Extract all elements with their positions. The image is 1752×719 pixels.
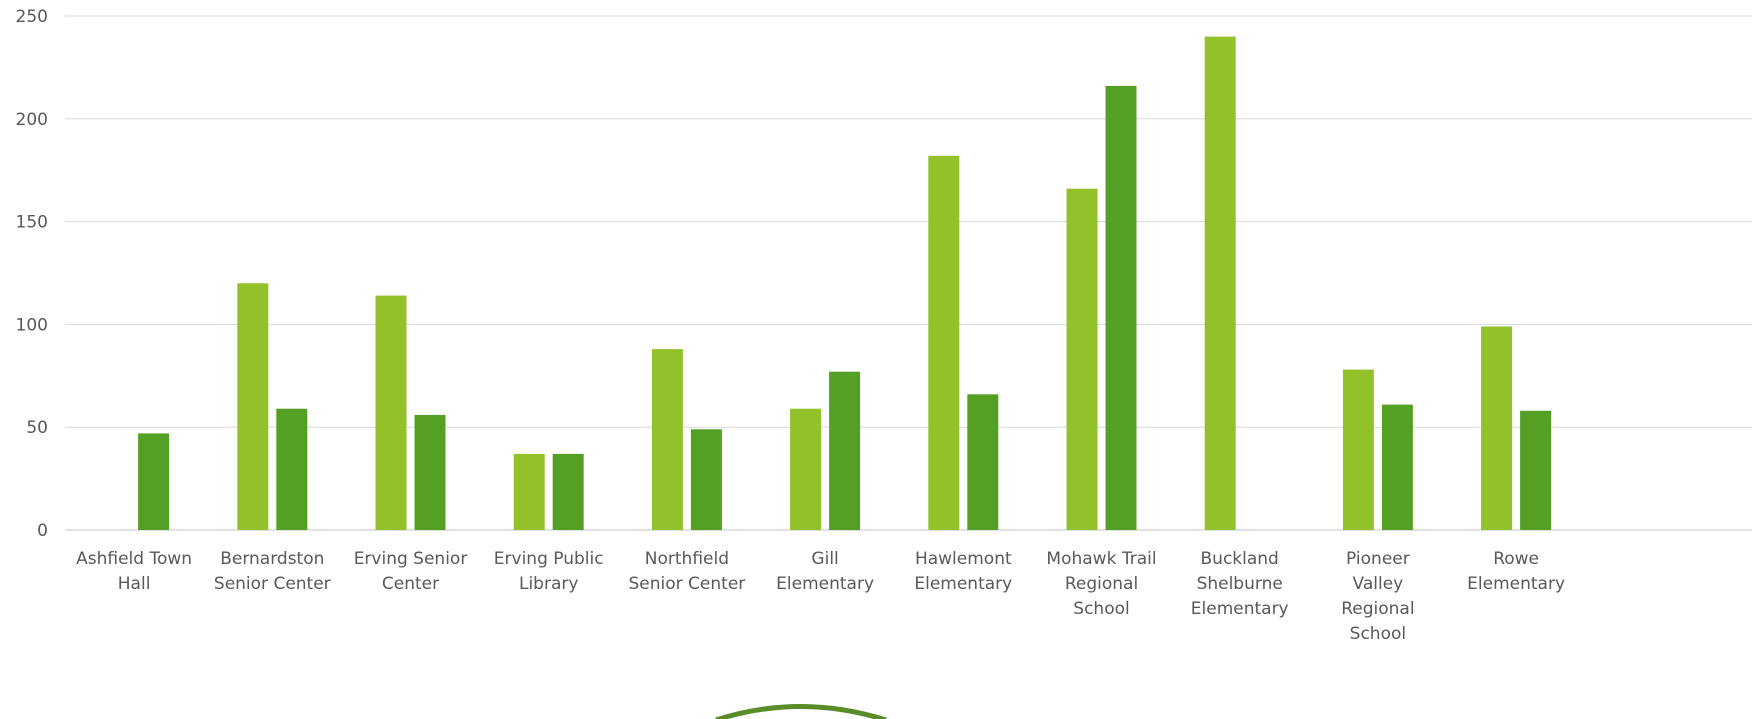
bar-series-1 [1481, 326, 1513, 530]
x-tick-label: Rowe Elementary [1467, 549, 1565, 594]
x-tick-label-line: Rowe [1493, 549, 1539, 569]
bar-series-1 [1204, 36, 1236, 530]
x-tick-label-line: Buckland [1201, 549, 1279, 569]
bar-series-2 [1105, 85, 1137, 531]
bar-series-1 [1066, 188, 1098, 530]
x-tick-label: Erving Senior Center [354, 549, 468, 594]
x-tick-label-line: Elementary [776, 574, 874, 594]
x-tick-label-line: Mohawk Trail [1046, 549, 1156, 569]
x-tick-label-line: Ashfield Town [76, 549, 192, 569]
bar-series-1 [928, 155, 960, 531]
x-tick-label-line: Library [519, 574, 578, 594]
x-tick-label-line: Senior Center [214, 574, 331, 594]
x-tick-label-line: Elementary [1191, 599, 1289, 619]
decorative-arc [715, 704, 887, 719]
x-tick-label-line: Regional [1341, 599, 1414, 619]
bar-series-1 [237, 283, 269, 530]
y-tick-label: 150 [16, 213, 48, 233]
bar-series-1 [790, 408, 822, 530]
y-tick-label: 100 [16, 315, 48, 335]
bar-series-1 [1342, 369, 1374, 530]
bar-series-2 [690, 429, 722, 530]
y-axis-tick-labels: 0 50 100 150 200 250 [16, 7, 48, 541]
x-tick-label-line: Hawlemont [915, 549, 1012, 569]
x-tick-label-line: Elementary [1467, 574, 1565, 594]
x-tick-label-line: Valley [1353, 574, 1404, 594]
x-tick-label: Northfield Senior Center [629, 549, 746, 594]
x-tick-label: Gill Elementary [776, 549, 874, 594]
x-tick-label-line: Bernardston [220, 549, 324, 569]
x-tick-label: Mohawk Trail Regional School [1046, 549, 1156, 619]
x-axis-tick-labels: Ashfield Town Hall Bernardston Senior Cente… [76, 549, 1565, 644]
bar-series-2 [967, 394, 999, 530]
bar-series-1 [651, 349, 683, 530]
x-tick-label-line: Erving Senior [354, 549, 468, 569]
x-tick-label: Pioneer Valley Regional School [1341, 549, 1414, 644]
x-tick-label: Bernardston Senior Center [214, 549, 331, 594]
x-tick-label-line: Pioneer [1346, 549, 1410, 569]
y-tick-label: 50 [26, 418, 48, 438]
bar-series-1 [513, 453, 545, 530]
x-tick-label-line: School [1073, 599, 1129, 619]
x-tick-label: Ashfield Town Hall [76, 549, 192, 594]
y-tick-label: 0 [37, 521, 48, 541]
bars [138, 36, 1552, 531]
x-tick-label-line: Center [382, 574, 439, 594]
x-tick-label: Hawlemont Elementary [914, 549, 1012, 594]
x-tick-label-line: Northfield [645, 549, 729, 569]
gridlines [65, 15, 1752, 531]
bar-series-2 [552, 453, 584, 530]
bar-series-2 [829, 371, 861, 530]
y-tick-label: 200 [16, 110, 48, 130]
x-tick-label-line: Hall [118, 574, 151, 594]
x-tick-label-line: Regional [1065, 574, 1138, 594]
bar-series-1 [375, 295, 407, 530]
bar-series-2 [1381, 404, 1413, 530]
bar-series-2 [414, 414, 446, 530]
x-tick-label: Erving Public Library [494, 549, 604, 594]
x-tick-label-line: Erving Public [494, 549, 604, 569]
x-tick-label-line: Elementary [914, 574, 1012, 594]
y-tick-label: 250 [16, 7, 48, 27]
bar-series-2 [276, 408, 308, 530]
x-tick-label-line: Shelburne [1197, 574, 1283, 594]
x-tick-label: Buckland Shelburne Elementary [1191, 549, 1289, 619]
bar-series-2 [138, 433, 170, 530]
bar-series-2 [1520, 410, 1552, 530]
x-tick-label-line: School [1350, 624, 1406, 644]
x-tick-label-line: Gill [811, 549, 838, 569]
x-tick-label-line: Senior Center [629, 574, 746, 594]
